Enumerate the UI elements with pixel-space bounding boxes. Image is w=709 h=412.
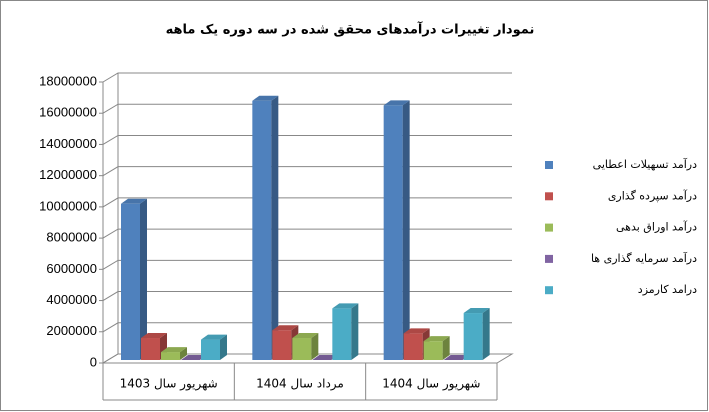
- bar-top: [121, 198, 147, 204]
- bar-front: [272, 330, 292, 360]
- chart-title: نمودار تغییرات درآمدهای محقق شده در سه د…: [166, 21, 535, 38]
- grid-line: [102, 353, 512, 364]
- bar-front: [161, 352, 180, 360]
- grid-line: [102, 291, 512, 301]
- bar: [252, 95, 279, 360]
- grid-line: [102, 228, 512, 239]
- grid-line: [102, 72, 512, 83]
- bar-top: [181, 355, 207, 360]
- bar-side: [140, 198, 147, 360]
- legend-label: درآمد سپرده گذاری: [608, 188, 697, 202]
- legend-label: درآمد اوراق بدهی: [616, 220, 697, 234]
- bar-side: [482, 308, 490, 360]
- grid-line: [102, 166, 512, 177]
- bar-front: [383, 105, 403, 361]
- bar-top: [443, 355, 470, 360]
- grid-line: [102, 322, 512, 333]
- bar-top: [252, 95, 279, 101]
- legend-swatch: [545, 254, 553, 263]
- y-tick-label: 6000000: [46, 261, 97, 276]
- bar: [292, 333, 319, 360]
- grid-line: [102, 134, 512, 145]
- bar-front: [403, 333, 423, 360]
- bar: [383, 100, 410, 361]
- bar-top: [272, 325, 299, 331]
- bar: [121, 198, 147, 360]
- y-tick-label: 2000000: [46, 323, 97, 338]
- bar-front: [423, 341, 443, 360]
- bar: [312, 355, 339, 360]
- y-tick-label: 12000000: [39, 167, 97, 182]
- bar: [181, 355, 207, 360]
- bar-side: [351, 303, 359, 360]
- bar-top: [463, 308, 490, 314]
- legend-swatch: [545, 161, 553, 169]
- x-tick-label: شهریور سال 1404: [382, 377, 480, 392]
- legend-label: درآمد تسهیلات اعطایی: [593, 157, 697, 171]
- bar-front: [201, 339, 220, 360]
- bar-side: [180, 347, 187, 360]
- bar: [161, 347, 187, 360]
- bar: [463, 308, 490, 360]
- bar-top: [423, 336, 450, 342]
- bar-side: [442, 336, 450, 360]
- bar-side: [220, 334, 227, 360]
- bar-front: [332, 308, 352, 360]
- x-tick-label: شهریور سال 1403: [120, 377, 218, 392]
- grid-line: [102, 259, 512, 270]
- x-tick-label: مرداد سال 1404: [256, 377, 344, 392]
- bar: [332, 303, 359, 360]
- bar-top: [383, 100, 410, 106]
- bar-top: [292, 333, 319, 339]
- legend-label: درآمد سرمایه گذاری ها: [591, 251, 697, 265]
- legend-label: درامد کارمزد: [638, 283, 697, 296]
- legend-swatch: [545, 286, 553, 295]
- legend-swatch: [545, 192, 553, 201]
- bar-front: [463, 313, 483, 360]
- bar: [423, 336, 450, 360]
- bar-front: [252, 100, 272, 360]
- y-tick-label: 16000000: [39, 105, 97, 120]
- bar: [201, 334, 227, 360]
- bar-front: [292, 338, 312, 360]
- legend-swatch: [545, 223, 553, 232]
- bar-side: [271, 95, 279, 360]
- bar-side: [402, 100, 410, 361]
- y-tick-label: 8000000: [46, 230, 97, 245]
- bar-top: [332, 303, 359, 309]
- y-tick-label: 4000000: [46, 292, 97, 307]
- y-tick-label: 0: [90, 354, 97, 369]
- y-tick-label: 14000000: [39, 136, 97, 151]
- bar-front: [121, 203, 140, 360]
- bar: [443, 355, 470, 360]
- bar-top: [201, 334, 227, 340]
- grid-line: [102, 103, 512, 114]
- bar-top: [403, 328, 430, 334]
- bar-side: [311, 333, 319, 360]
- bar-front: [141, 338, 160, 360]
- y-tick-label: 18000000: [39, 73, 97, 88]
- grid-line: [102, 197, 512, 208]
- bar-top: [161, 347, 187, 353]
- y-tick-label: 10000000: [39, 198, 97, 213]
- bar-top: [312, 355, 339, 360]
- bar-top: [141, 333, 167, 339]
